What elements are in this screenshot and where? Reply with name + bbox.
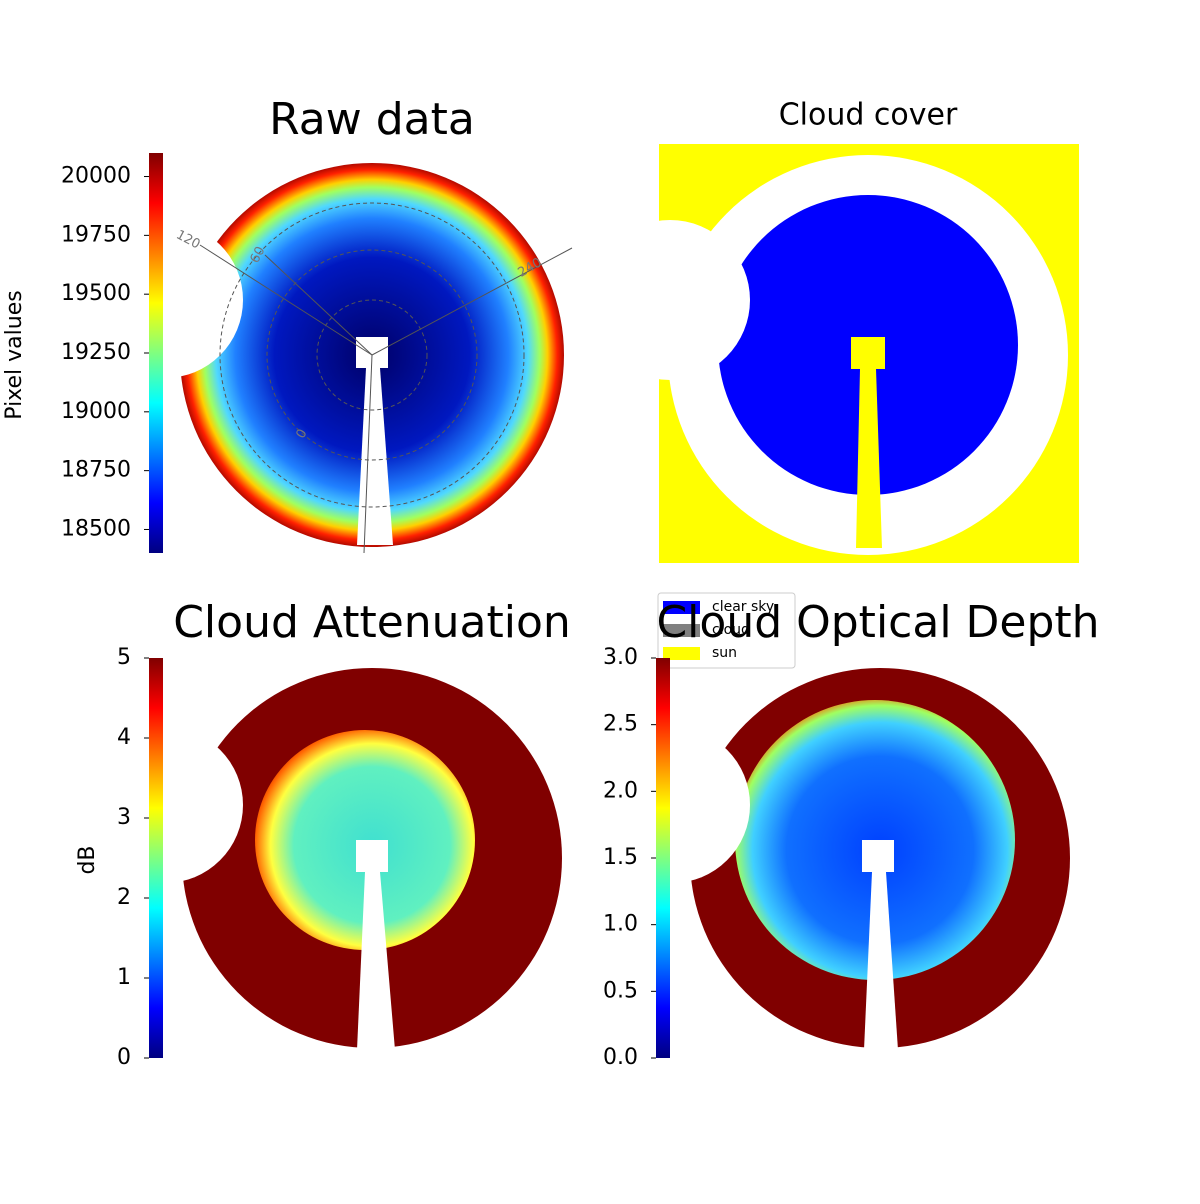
legend-label: clear sky (712, 599, 774, 615)
legend-swatch (663, 647, 700, 660)
colorbar (656, 658, 670, 1058)
colorbar (149, 153, 163, 553)
attenuation-image (87, 668, 562, 1050)
colorbar-tick-label: 4 (117, 725, 131, 750)
panel-title: Cloud Attenuation (173, 597, 571, 648)
colorbar-tick-label: 18500 (61, 516, 131, 541)
colorbar-tick-label: 2 (117, 885, 131, 910)
legend-swatch (663, 601, 700, 614)
panel-title: Raw data (269, 94, 475, 145)
colorbar-tick-label: 19500 (61, 281, 131, 306)
panel-title: Cloud cover (779, 98, 958, 133)
colorbar-label: dB (75, 845, 100, 874)
colorbar-tick-label: 0.0 (603, 1045, 638, 1070)
colorbar-tick-label: 2.5 (603, 712, 638, 737)
colorbar (149, 658, 163, 1058)
colorbar-tick-label: 3 (117, 805, 131, 830)
colorbar-tick-label: 0.5 (603, 978, 638, 1003)
colorbar-tick-label: 1.0 (603, 912, 638, 937)
legend-swatch (663, 624, 700, 637)
colorbar-tick-label: 19750 (61, 222, 131, 247)
legend-label: sun (712, 645, 737, 661)
panel-title: Cloud Optical Depth (656, 597, 1099, 648)
colorbar-tick-label: 19000 (61, 399, 131, 424)
colorbar-tick-label: 2.0 (603, 778, 638, 803)
colorbar-tick-label: 3.0 (603, 645, 638, 670)
colorbar-tick-label: 18750 (61, 458, 131, 483)
colorbar-label: Pixel values (2, 290, 27, 419)
colorbar-tick-label: 0 (117, 1045, 131, 1070)
colorbar-tick-label: 20000 (61, 164, 131, 189)
optical-depth-image (594, 668, 1070, 1050)
legend-label: cloud (712, 622, 750, 638)
colorbar-tick-label: 1 (117, 965, 131, 990)
colorbar-tick-label: 1.5 (603, 845, 638, 870)
cloud-cover-image (590, 144, 1079, 563)
polar-label: 60 (247, 244, 268, 266)
raw-image (87, 163, 573, 554)
colorbar-tick-label: 5 (117, 645, 131, 670)
colorbar-tick-label: 19250 (61, 340, 131, 365)
